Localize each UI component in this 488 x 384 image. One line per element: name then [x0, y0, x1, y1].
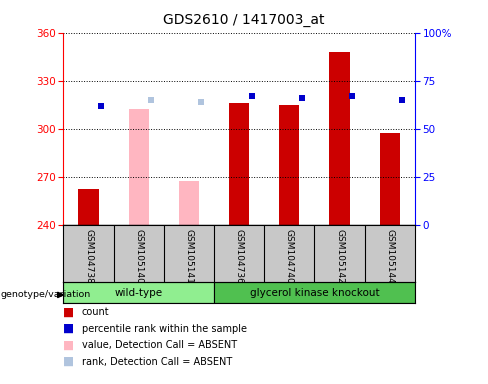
Text: count: count — [82, 307, 110, 317]
Text: GSM105140: GSM105140 — [134, 229, 143, 284]
Polygon shape — [58, 292, 63, 298]
Text: rank, Detection Call = ABSENT: rank, Detection Call = ABSENT — [82, 357, 232, 367]
Text: glycerol kinase knockout: glycerol kinase knockout — [249, 288, 379, 298]
Text: ■: ■ — [63, 339, 75, 352]
Text: GSM104740: GSM104740 — [285, 229, 294, 284]
Text: ■: ■ — [63, 306, 75, 319]
Bar — [63, 282, 214, 303]
Text: wild-type: wild-type — [115, 288, 163, 298]
Bar — [229, 103, 249, 225]
Bar — [214, 282, 415, 303]
Text: value, Detection Call = ABSENT: value, Detection Call = ABSENT — [82, 340, 237, 350]
Text: ■: ■ — [63, 355, 75, 368]
Text: GSM104736: GSM104736 — [235, 229, 244, 284]
Bar — [79, 189, 99, 225]
Bar — [179, 182, 199, 225]
Bar — [380, 134, 400, 225]
Text: genotype/variation: genotype/variation — [1, 290, 91, 300]
Text: GSM105142: GSM105142 — [335, 229, 344, 284]
Text: ■: ■ — [63, 322, 75, 335]
Text: GDS2610 / 1417003_at: GDS2610 / 1417003_at — [163, 13, 325, 27]
Text: GSM104738: GSM104738 — [84, 229, 93, 284]
Text: percentile rank within the sample: percentile rank within the sample — [82, 324, 247, 334]
Text: GSM105144: GSM105144 — [385, 229, 394, 284]
Bar — [129, 109, 149, 225]
Text: GSM105141: GSM105141 — [184, 229, 193, 284]
Bar — [279, 105, 299, 225]
Bar — [329, 52, 349, 225]
